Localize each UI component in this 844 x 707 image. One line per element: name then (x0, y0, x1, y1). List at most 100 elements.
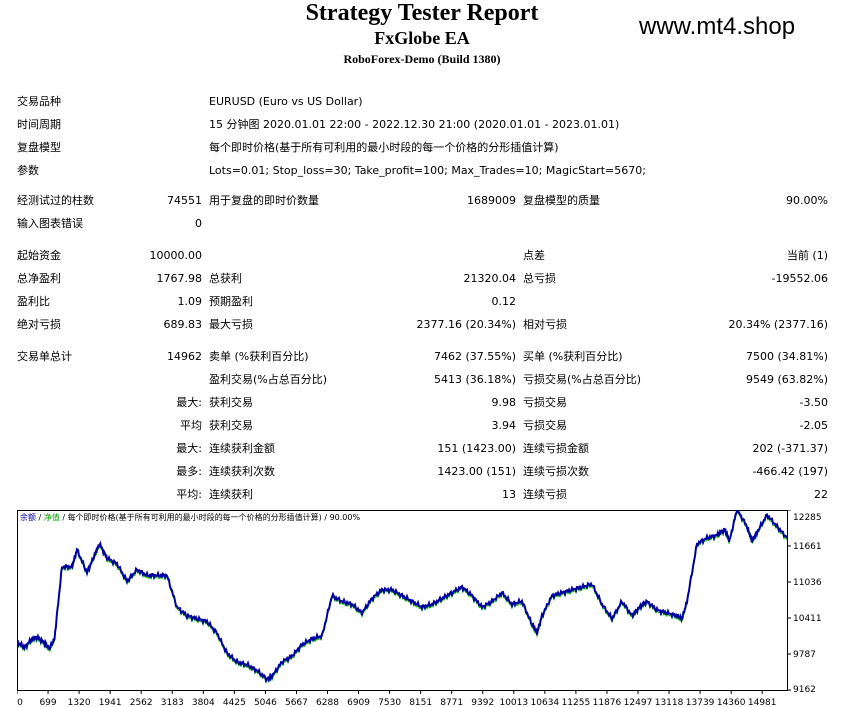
period-value: 15 分钟图 2020.01.01 22:00 - 2022.12.30 21:… (209, 118, 620, 131)
report-title: Strategy Tester Report (305, 0, 539, 26)
largest-loss-label: 亏损交易 (523, 396, 567, 409)
x-tick-label: 10013 (499, 698, 528, 707)
legend-sep: / (36, 513, 44, 522)
avg-cons-win-label: 连续获利 (209, 488, 253, 501)
legend-rest: / 每个即时价格(基于所有可利用的最小时段的每一个价格的分形插值计算) / 90… (59, 513, 361, 522)
total-trades-label: 交易单总计 (17, 350, 72, 363)
long-positions-value: 7500 (34.81%) (745, 350, 828, 363)
x-tick-label: 1320 (68, 698, 91, 707)
loss-trades-label: 亏损交易(%占总百分比) (523, 373, 642, 386)
y-tick-label: 9787 (793, 650, 816, 660)
deposit-value: 10000.00 (149, 249, 203, 262)
y-tick-label: 11661 (793, 542, 822, 552)
x-tick-label: 5046 (254, 698, 277, 707)
profit-trades-label: 盈利交易(%占总百分比) (209, 373, 328, 386)
y-tick-label: 12285 (793, 513, 822, 523)
abs-drawdown-label: 绝对亏损 (17, 318, 61, 331)
short-positions-value: 7462 (37.55%) (433, 350, 516, 363)
largest-win-label: 获利交易 (209, 396, 253, 409)
max-cons-loss-value: 202 (-371.37) (752, 442, 828, 455)
watermark-text: www.mt4.shop (639, 13, 796, 40)
y-tick-label: 11036 (793, 578, 822, 588)
x-tick-label: 4425 (223, 698, 246, 707)
most-cons-loss-label: 连续亏损次数 (523, 465, 589, 478)
spread-value: 当前 (1) (786, 249, 828, 262)
errors-value: 0 (195, 217, 202, 230)
avg-cons-win-value: 13 (502, 488, 516, 501)
x-tick-label: 9392 (471, 698, 494, 707)
quality-label: 复盘模型的质量 (523, 194, 600, 207)
symbol-label: 交易品种 (17, 95, 61, 108)
avg-cons-prefix: 平均: (176, 488, 202, 501)
largest-loss-value: -3.50 (799, 396, 828, 409)
legend-balance: 余额 (20, 513, 36, 522)
max-drawdown-label: 最大亏损 (209, 318, 253, 331)
params-label: 参数 (17, 164, 39, 177)
period-label: 时间周期 (17, 118, 61, 131)
params-value: Lots=0.01; Stop_loss=30; Take_profit=100… (209, 164, 646, 177)
x-tick-label: 2562 (130, 698, 153, 707)
most-prefix: 最多: (176, 465, 202, 478)
x-tick-label: 14360 (717, 698, 746, 707)
profit-trades-value: 5413 (36.18%) (433, 373, 516, 386)
expected-payoff-value: 0.12 (491, 295, 517, 308)
avg-loss-label: 亏损交易 (523, 419, 567, 432)
x-tick-label: 1941 (99, 698, 122, 707)
most-cons-win-label: 连续获利次数 (209, 465, 275, 478)
x-tick-label: 8771 (440, 698, 463, 707)
ea-name: FxGlobe EA (374, 28, 470, 48)
errors-label: 输入图表错误 (17, 217, 83, 230)
x-tick-label: 12497 (624, 698, 653, 707)
rel-drawdown-label: 相对亏损 (523, 318, 567, 331)
max-cons-win-value: 151 (1423.00) (437, 442, 516, 455)
x-tick-label: 5667 (285, 698, 308, 707)
largest-win-value: 9.98 (491, 396, 517, 409)
total-trades-value: 14962 (167, 350, 202, 363)
x-tick-label: 3804 (192, 698, 215, 707)
max-cons-loss-label: 连续亏损金额 (523, 442, 589, 455)
avg-cons-loss-label: 连续亏损 (523, 488, 567, 501)
x-tick-label: 6288 (316, 698, 339, 707)
x-tick-label: 7530 (378, 698, 401, 707)
avg-win-value: 3.94 (491, 419, 517, 432)
short-positions-label: 卖单 (%获利百分比) (209, 350, 309, 363)
y-tick-label: 9162 (793, 685, 816, 695)
x-tick-label: 0 (17, 698, 23, 707)
x-tick-label: 11876 (593, 698, 622, 707)
chart-legend: 余额 / 净值 / 每个即时价格(基于所有可利用的最小时段的每一个价格的分形插值… (20, 513, 360, 523)
balance-chart: 12285 11661 11036 10411 9787 9162 0 699 1320 194… (17, 510, 822, 707)
max-drawdown-value: 2377.16 (20.34%) (416, 318, 516, 331)
avg-cons-loss-value: 22 (814, 488, 828, 501)
x-tick-label: 13118 (655, 698, 684, 707)
y-tick-label: 10411 (793, 614, 822, 624)
quality-value: 90.00% (786, 194, 828, 207)
balance-line (17, 510, 788, 684)
x-tick-label: 6909 (347, 698, 370, 707)
expected-payoff-label: 预期盈利 (209, 295, 253, 308)
gross-loss-value: -19552.06 (771, 272, 828, 285)
loss-trades-value: 9549 (63.82%) (745, 373, 828, 386)
ticks-value: 1689009 (467, 194, 516, 207)
most-cons-loss-value: -466.42 (197) (752, 465, 828, 478)
net-profit-label: 总净盈利 (17, 272, 61, 285)
most-cons-win-value: 1423.00 (151) (437, 465, 516, 478)
x-tick-label: 3183 (161, 698, 184, 707)
rel-drawdown-value: 20.34% (2377.16) (728, 318, 828, 331)
x-tick-label: 13739 (686, 698, 715, 707)
max-prefix: 最大: (176, 442, 202, 455)
profit-factor-value: 1.09 (177, 295, 203, 308)
x-tick-label: 699 (39, 698, 56, 707)
gross-profit-label: 总获利 (209, 272, 242, 285)
net-profit-value: 1767.98 (156, 272, 203, 285)
ticks-label: 用于复盘的即时价数量 (209, 194, 319, 207)
deposit-label: 起始资金 (17, 249, 61, 262)
x-tick-label: 11255 (562, 698, 591, 707)
profit-factor-label: 盈利比 (17, 295, 50, 308)
x-tick-label: 10634 (531, 698, 560, 707)
model-value: 每个即时价格(基于所有可利用的最小时段的每一个价格的分形插值计算) (209, 141, 559, 154)
symbol-value: EURUSD (Euro vs US Dollar) (209, 95, 363, 108)
gross-loss-label: 总亏损 (523, 272, 556, 285)
gross-profit-value: 21320.04 (463, 272, 517, 285)
largest-prefix: 最大: (176, 396, 202, 409)
x-tick-label: 8151 (409, 698, 432, 707)
